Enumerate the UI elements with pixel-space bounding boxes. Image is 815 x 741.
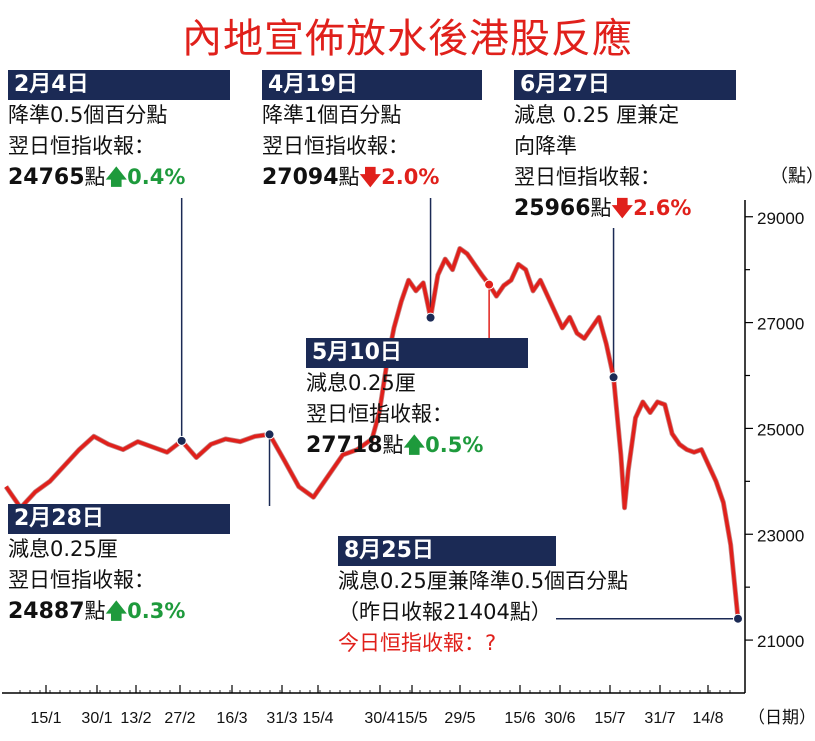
- annotation-action: 減息0.25厘: [306, 371, 416, 395]
- annotation-change: 2.6%: [633, 196, 692, 220]
- annotation-action: 減息 0.25 厘兼定: [514, 103, 680, 127]
- annotation-action: 降準1個百分點: [262, 103, 402, 127]
- x-tick-label: 31/3: [266, 710, 297, 727]
- x-tick-label: 30/1: [81, 710, 112, 727]
- x-tick-label: 31/7: [644, 710, 675, 727]
- annotation-action-cont: 向降準: [514, 134, 577, 158]
- x-tick-label: 15/7: [594, 710, 625, 727]
- annotation-jun27: 6月27日 減息 0.25 厘兼定 向降準 翌日恒指收報： 25966點🡇2.6…: [514, 70, 736, 224]
- x-tick-label: 15/4: [302, 710, 333, 727]
- event-marker: [176, 435, 187, 446]
- y-tick-label: 27000: [757, 315, 804, 334]
- x-unit-label: （日期）: [748, 708, 815, 728]
- annotation-today: 今日恒指收報：?: [338, 631, 497, 655]
- annotation-value: 27094: [262, 165, 339, 190]
- annotation-feb28: 2月28日 減息0.25厘 翌日恒指收報： 24887點🡅0.3%: [8, 504, 230, 627]
- event-marker: [484, 279, 495, 290]
- annotation-date: 5月10日: [306, 338, 528, 368]
- x-tick-label: 30/4: [364, 710, 395, 727]
- annotation-close: （昨日收報21404點）: [338, 600, 552, 624]
- annotation-change: 0.3%: [127, 599, 186, 623]
- markers: [176, 279, 743, 624]
- event-marker: [608, 372, 619, 383]
- y-tick-label: 25000: [757, 420, 804, 439]
- annotation-unit: 點: [84, 165, 106, 189]
- axes: [2, 200, 753, 694]
- annotation-unit: 點: [338, 165, 360, 189]
- annotation-label: 翌日恒指收報：: [8, 568, 155, 592]
- up-arrow-icon: 🡅: [105, 165, 128, 189]
- y-tick-label: 23000: [757, 526, 804, 545]
- event-marker: [425, 312, 436, 323]
- annotation-action: 減息0.25厘兼降準0.5個百分點: [338, 569, 629, 593]
- x-tick-label: 15/1: [30, 710, 61, 727]
- annotation-value: 27718: [306, 433, 383, 458]
- x-tick-label: 29/5: [444, 710, 475, 727]
- annotation-unit: 點: [382, 433, 404, 457]
- annotation-aug25: 8月25日 減息0.25厘兼降準0.5個百分點 （昨日收報21404點） 今日恒…: [338, 536, 629, 659]
- up-arrow-icon: 🡅: [403, 433, 426, 457]
- line-layer: [3, 246, 741, 619]
- annotation-change: 0.4%: [127, 165, 186, 189]
- annotation-date: 2月28日: [8, 504, 230, 534]
- annotation-change: 0.5%: [425, 433, 484, 457]
- event-marker: [733, 613, 743, 624]
- annotation-label: 翌日恒指收報：: [262, 134, 409, 158]
- annotation-date: 8月25日: [338, 536, 556, 566]
- annotation-action: 降準0.5個百分點: [8, 103, 168, 127]
- annotation-label: 翌日恒指收報：: [306, 402, 453, 426]
- annotation-value: 24765: [8, 165, 85, 190]
- annotation-date: 4月19日: [262, 70, 482, 100]
- annotation-date: 6月27日: [514, 70, 736, 100]
- connectors: [180, 198, 738, 620]
- x-tick-label: 16/3: [216, 710, 247, 727]
- annotation-value: 24887: [8, 599, 85, 624]
- annotation-value: 25966: [514, 196, 591, 221]
- x-tick-label: 13/2: [120, 710, 151, 727]
- down-arrow-icon: 🡇: [359, 165, 382, 189]
- annotation-feb4: 2月4日 降準0.5個百分點 翌日恒指收報： 24765點🡅0.4%: [8, 70, 230, 193]
- annotation-date: 2月4日: [8, 70, 230, 100]
- x-tick-label: 14/8: [692, 710, 723, 727]
- x-tick-label: 15/6: [504, 710, 535, 727]
- tick-labels: 29000 27000 25000 23000 21000 （點） 15/1 30/1 13/2…: [30, 166, 815, 728]
- up-arrow-icon: 🡅: [105, 599, 128, 623]
- annotation-apr19: 4月19日 降準1個百分點 翌日恒指收報： 27094點🡇2.0%: [262, 70, 482, 193]
- annotation-unit: 點: [84, 599, 106, 623]
- annotation-may10: 5月10日 減息0.25厘 翌日恒指收報： 27718點🡅0.5%: [306, 338, 528, 461]
- series-line: [4, 246, 740, 619]
- event-marker: [264, 429, 275, 440]
- x-tick-label: 27/2: [164, 710, 195, 727]
- annotation-label: 翌日恒指收報：: [514, 165, 661, 189]
- annotation-change: 2.0%: [381, 165, 440, 189]
- y-tick-label: 21000: [757, 632, 804, 651]
- x-tick-label: 30/6: [544, 710, 575, 727]
- annotation-label: 翌日恒指收報：: [8, 134, 155, 158]
- down-arrow-icon: 🡇: [611, 196, 634, 220]
- annotation-action: 減息0.25厘: [8, 537, 118, 561]
- x-tick-label: 15/5: [396, 710, 427, 727]
- y-tick-label: 29000: [757, 209, 804, 228]
- chart-title: 內地宣佈放水後港股反應: [182, 16, 633, 62]
- y-unit-label: （點）: [770, 166, 815, 187]
- annotation-unit: 點: [590, 196, 612, 220]
